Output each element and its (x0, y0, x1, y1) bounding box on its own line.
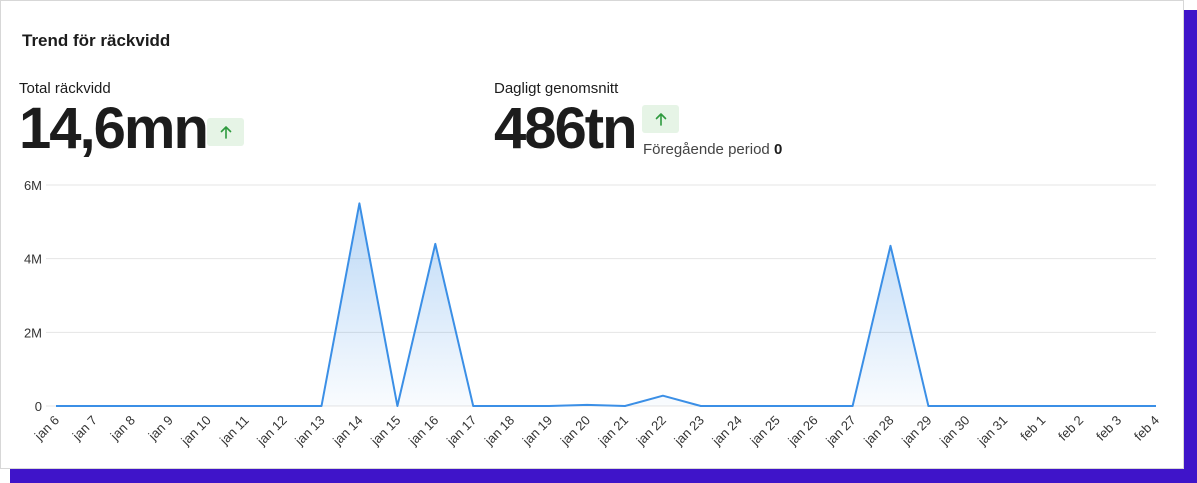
daily-average-label: Dagligt genomsnitt (494, 80, 619, 97)
daily-average-value: 486tn (494, 96, 638, 161)
x-tick-label: jan 27 (822, 413, 858, 449)
total-reach-label: Total räckvidd (19, 80, 111, 97)
x-tick-label: jan 10 (177, 413, 213, 449)
x-tick-label: jan 15 (367, 413, 403, 449)
y-tick-label: 4M (24, 252, 42, 267)
series-area (56, 203, 1156, 406)
x-tick-label: feb 4 (1131, 413, 1162, 444)
x-tick-label: jan 21 (595, 413, 631, 449)
x-tick-label: jan 8 (107, 413, 138, 444)
x-tick-label: jan 6 (31, 413, 62, 444)
previous-period-value: 0 (773, 141, 783, 158)
x-tick-label: jan 25 (746, 413, 782, 449)
reach-trend-card: Trend för räckvidd Total räckvidd 14,6mn… (0, 0, 1184, 469)
daily-average-trend-badge (642, 105, 679, 133)
x-tick-label: jan 14 (329, 413, 365, 449)
x-tick-label: jan 18 (481, 413, 517, 449)
previous-period-label: Föregående period (643, 141, 770, 158)
x-tick-label: jan 12 (253, 413, 289, 449)
x-tick-label: feb 2 (1055, 413, 1086, 444)
series-line (56, 202, 1156, 407)
chart-grid (46, 184, 1156, 407)
x-tick-label: jan 26 (784, 413, 820, 449)
arrow-up-icon (655, 113, 666, 126)
x-tick-label: jan 13 (291, 413, 327, 449)
x-tick-label: jan 24 (709, 413, 745, 449)
x-tick-label: jan 11 (216, 413, 252, 449)
arrow-up-icon (220, 126, 231, 139)
y-axis: 0 2M 4M 6M (24, 178, 42, 414)
y-tick-label: 0 (35, 399, 42, 414)
x-tick-label: jan 31 (974, 413, 1010, 449)
x-tick-label: jan 20 (557, 413, 593, 449)
x-tick-label: jan 22 (633, 413, 669, 449)
x-tick-label: jan 23 (671, 413, 707, 449)
x-axis: jan 6 jan 7 jan 8 jan 9 jan 10 jan 11 jan 12 ja… (31, 413, 1162, 449)
x-tick-label: jan 28 (860, 413, 896, 449)
x-tick-label: jan 9 (145, 413, 176, 444)
x-tick-label: jan 29 (898, 413, 934, 449)
reach-trend-chart: 0 2M 4M 6M jan 6 jan 7 jan 8 jan 9 jan 10 jan 11… (24, 178, 1162, 449)
x-tick-label: jan 30 (936, 413, 972, 449)
x-tick-label: feb 3 (1093, 413, 1124, 444)
previous-period: Föregående period 0 (643, 141, 782, 158)
y-tick-label: 6M (24, 178, 42, 193)
y-tick-label: 2M (24, 325, 42, 340)
x-tick-label: jan 16 (405, 413, 441, 449)
total-reach-value: 14,6mn (19, 96, 209, 161)
x-tick-label: feb 1 (1017, 413, 1048, 444)
x-tick-label: jan 19 (519, 413, 555, 449)
total-reach-trend-badge (207, 118, 244, 146)
x-tick-label: jan 7 (69, 413, 100, 444)
card-title: Trend för räckvidd (22, 31, 171, 50)
x-tick-label: jan 17 (443, 413, 479, 449)
